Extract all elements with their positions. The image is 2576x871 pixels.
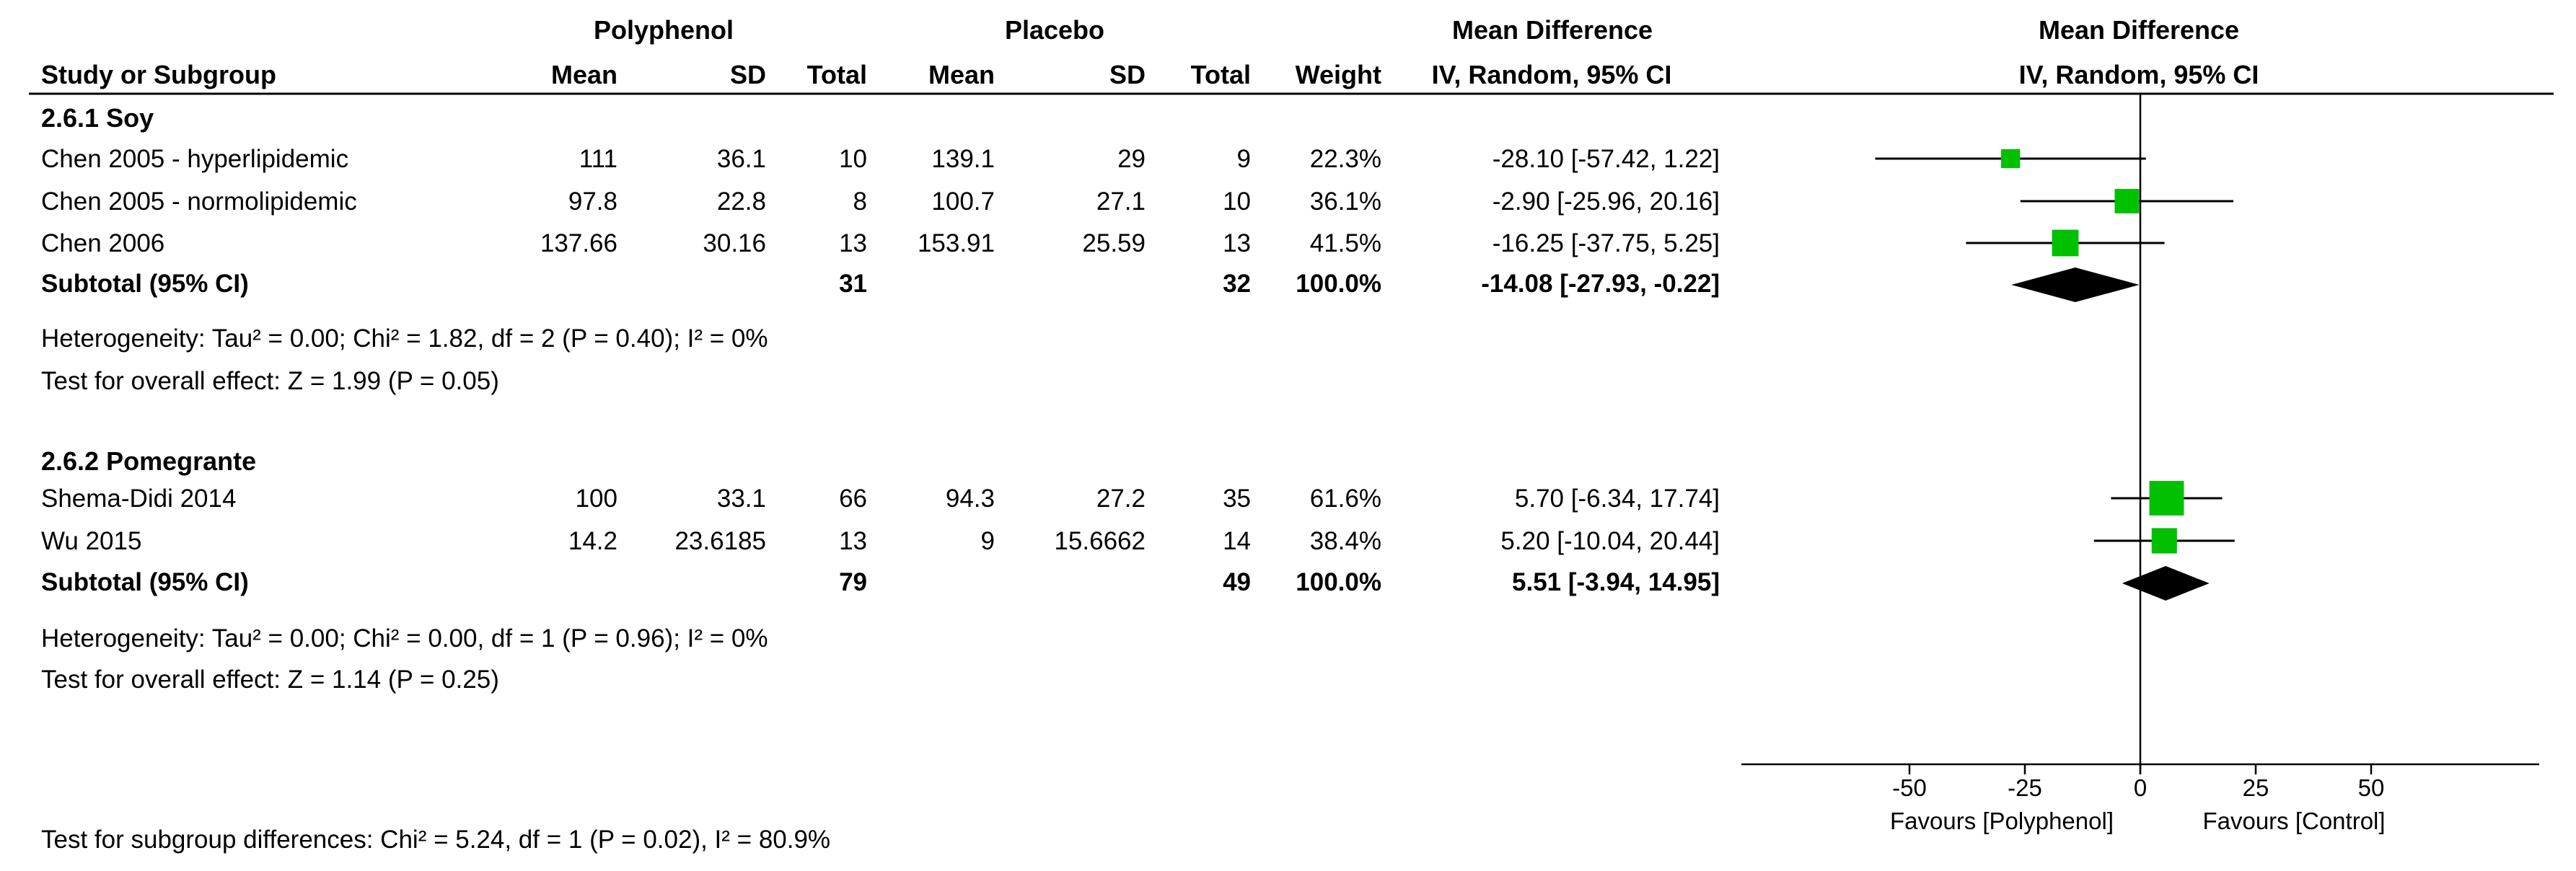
- study-weight: 36.1%: [1310, 187, 1381, 216]
- placebo-sd: 27.1: [1096, 187, 1146, 216]
- column-sd-1: SD: [730, 60, 766, 89]
- subtotal-placebo-total: 32: [1223, 270, 1251, 298]
- polyphenol-mean: 137.66: [540, 229, 617, 257]
- subtotal-weight: 100.0%: [1296, 270, 1381, 298]
- group-header-polyphenol: Polyphenol: [594, 15, 734, 45]
- placebo-sd: 15.6662: [1054, 527, 1146, 555]
- study-name: Chen 2005 - hyperlipidemic: [41, 145, 348, 173]
- effect-square: [2151, 528, 2177, 554]
- column-total-1: Total: [807, 60, 867, 89]
- column-total-2: Total: [1191, 60, 1251, 89]
- favours-right-label: Favours [Control]: [2202, 808, 2385, 834]
- polyphenol-mean: 14.2: [568, 527, 617, 555]
- column-mean-2: Mean: [928, 60, 995, 89]
- placebo-total: 10: [1223, 187, 1251, 216]
- pooled-diamond: [2011, 268, 2140, 302]
- polyphenol-mean: 97.8: [568, 187, 617, 216]
- pooled-diamond: [2122, 566, 2210, 601]
- polyphenol-sd: 36.1: [717, 145, 766, 173]
- column-ci-plot: IV, Random, 95% CI: [2019, 60, 2259, 89]
- plot-area: -50 -25 0 25 50 Favours [Polyphenol] Favours […: [1741, 94, 2539, 834]
- placebo-sd: 25.59: [1082, 229, 1146, 257]
- x-tick-label: 25: [2243, 774, 2269, 801]
- column-sd-2: SD: [1109, 60, 1146, 89]
- polyphenol-sd: 30.16: [703, 229, 766, 257]
- study-weight: 22.3%: [1310, 145, 1381, 173]
- placebo-mean: 153.91: [918, 229, 995, 257]
- subtotal-label: Subtotal (95% CI): [41, 568, 249, 596]
- polyphenol-total: 8: [853, 187, 867, 216]
- placebo-sd: 29: [1117, 145, 1146, 173]
- effect-square: [2149, 481, 2184, 516]
- placebo-mean: 100.7: [931, 187, 995, 216]
- study-ci: -28.10 [-57.42, 1.22]: [1493, 145, 1720, 173]
- subgroup-title: 2.6.1 Soy: [41, 103, 154, 133]
- placebo-mean: 9: [981, 527, 995, 555]
- subtotal-ci: -14.08 [-27.93, -0.22]: [1481, 270, 1720, 298]
- study-name: Shema-Didi 2014: [41, 485, 236, 513]
- subtotal-polyphenol-total: 31: [839, 270, 867, 298]
- study-name: Wu 2015: [41, 527, 141, 555]
- heterogeneity-text: Heterogeneity: Tau² = 0.00; Chi² = 1.82,…: [41, 324, 768, 353]
- subtotal-placebo-total: 49: [1223, 568, 1251, 596]
- md-header-table: Mean Difference: [1452, 15, 1653, 45]
- placebo-total: 35: [1223, 485, 1251, 513]
- study-ci: -2.90 [-25.96, 20.16]: [1493, 187, 1720, 216]
- study-ci: 5.70 [-6.34, 17.74]: [1515, 485, 1720, 513]
- placebo-total: 13: [1223, 229, 1251, 257]
- placebo-mean: 94.3: [946, 485, 995, 513]
- x-tick-label: -25: [2008, 774, 2042, 801]
- study-ci: 5.20 [-10.04, 20.44]: [1500, 527, 1720, 555]
- column-study: Study or Subgroup: [41, 60, 276, 89]
- subtotal-weight: 100.0%: [1296, 568, 1381, 596]
- subtotal-polyphenol-total: 79: [839, 568, 867, 596]
- study-weight: 41.5%: [1310, 229, 1381, 257]
- column-ci: IV, Random, 95% CI: [1432, 60, 1672, 89]
- x-tick-label: -50: [1892, 774, 1927, 801]
- polyphenol-total: 66: [839, 485, 867, 513]
- polyphenol-total: 13: [839, 229, 867, 257]
- placebo-sd: 27.2: [1096, 485, 1146, 513]
- placebo-total: 14: [1223, 527, 1251, 555]
- group-header-placebo: Placebo: [1005, 15, 1104, 45]
- polyphenol-total: 13: [839, 527, 867, 555]
- overall-effect-text: Test for overall effect: Z = 1.99 (P = 0…: [41, 367, 499, 395]
- x-tick-label: 50: [2358, 774, 2385, 801]
- study-ci: -16.25 [-37.75, 5.25]: [1493, 229, 1720, 257]
- study-weight: 61.6%: [1310, 485, 1381, 513]
- effect-square: [2114, 189, 2140, 213]
- column-mean-1: Mean: [551, 60, 617, 89]
- subgroup-title: 2.6.2 Pomegrante: [41, 446, 256, 476]
- subtotal-ci: 5.51 [-3.94, 14.95]: [1512, 568, 1720, 596]
- study-name: Chen 2005 - normolipidemic: [41, 187, 357, 216]
- favours-left-label: Favours [Polyphenol]: [1890, 808, 2114, 834]
- overall-effect-text: Test for overall effect: Z = 1.14 (P = 0…: [41, 666, 499, 694]
- polyphenol-sd: 23.6185: [674, 527, 766, 555]
- polyphenol-mean: 111: [579, 145, 617, 173]
- subtotal-label: Subtotal (95% CI): [41, 270, 249, 298]
- column-weight: Weight: [1296, 60, 1381, 89]
- polyphenol-sd: 22.8: [717, 187, 766, 216]
- polyphenol-total: 10: [839, 145, 867, 173]
- md-header-plot: Mean Difference: [2039, 15, 2239, 45]
- effect-square: [2052, 229, 2079, 257]
- heterogeneity-text: Heterogeneity: Tau² = 0.00; Chi² = 0.00,…: [41, 624, 768, 653]
- effect-square: [2001, 149, 2021, 169]
- x-tick-label: 0: [2134, 774, 2147, 801]
- subgroup-differences-text: Test for subgroup differences: Chi² = 5.…: [41, 826, 830, 854]
- polyphenol-sd: 33.1: [717, 485, 766, 513]
- study-name: Chen 2006: [41, 229, 164, 257]
- placebo-total: 9: [1237, 145, 1251, 173]
- table-layer: Polyphenol Placebo Mean Difference Mean …: [29, 15, 2554, 854]
- placebo-mean: 139.1: [931, 145, 995, 173]
- study-weight: 38.4%: [1310, 527, 1381, 555]
- polyphenol-mean: 100: [576, 485, 617, 513]
